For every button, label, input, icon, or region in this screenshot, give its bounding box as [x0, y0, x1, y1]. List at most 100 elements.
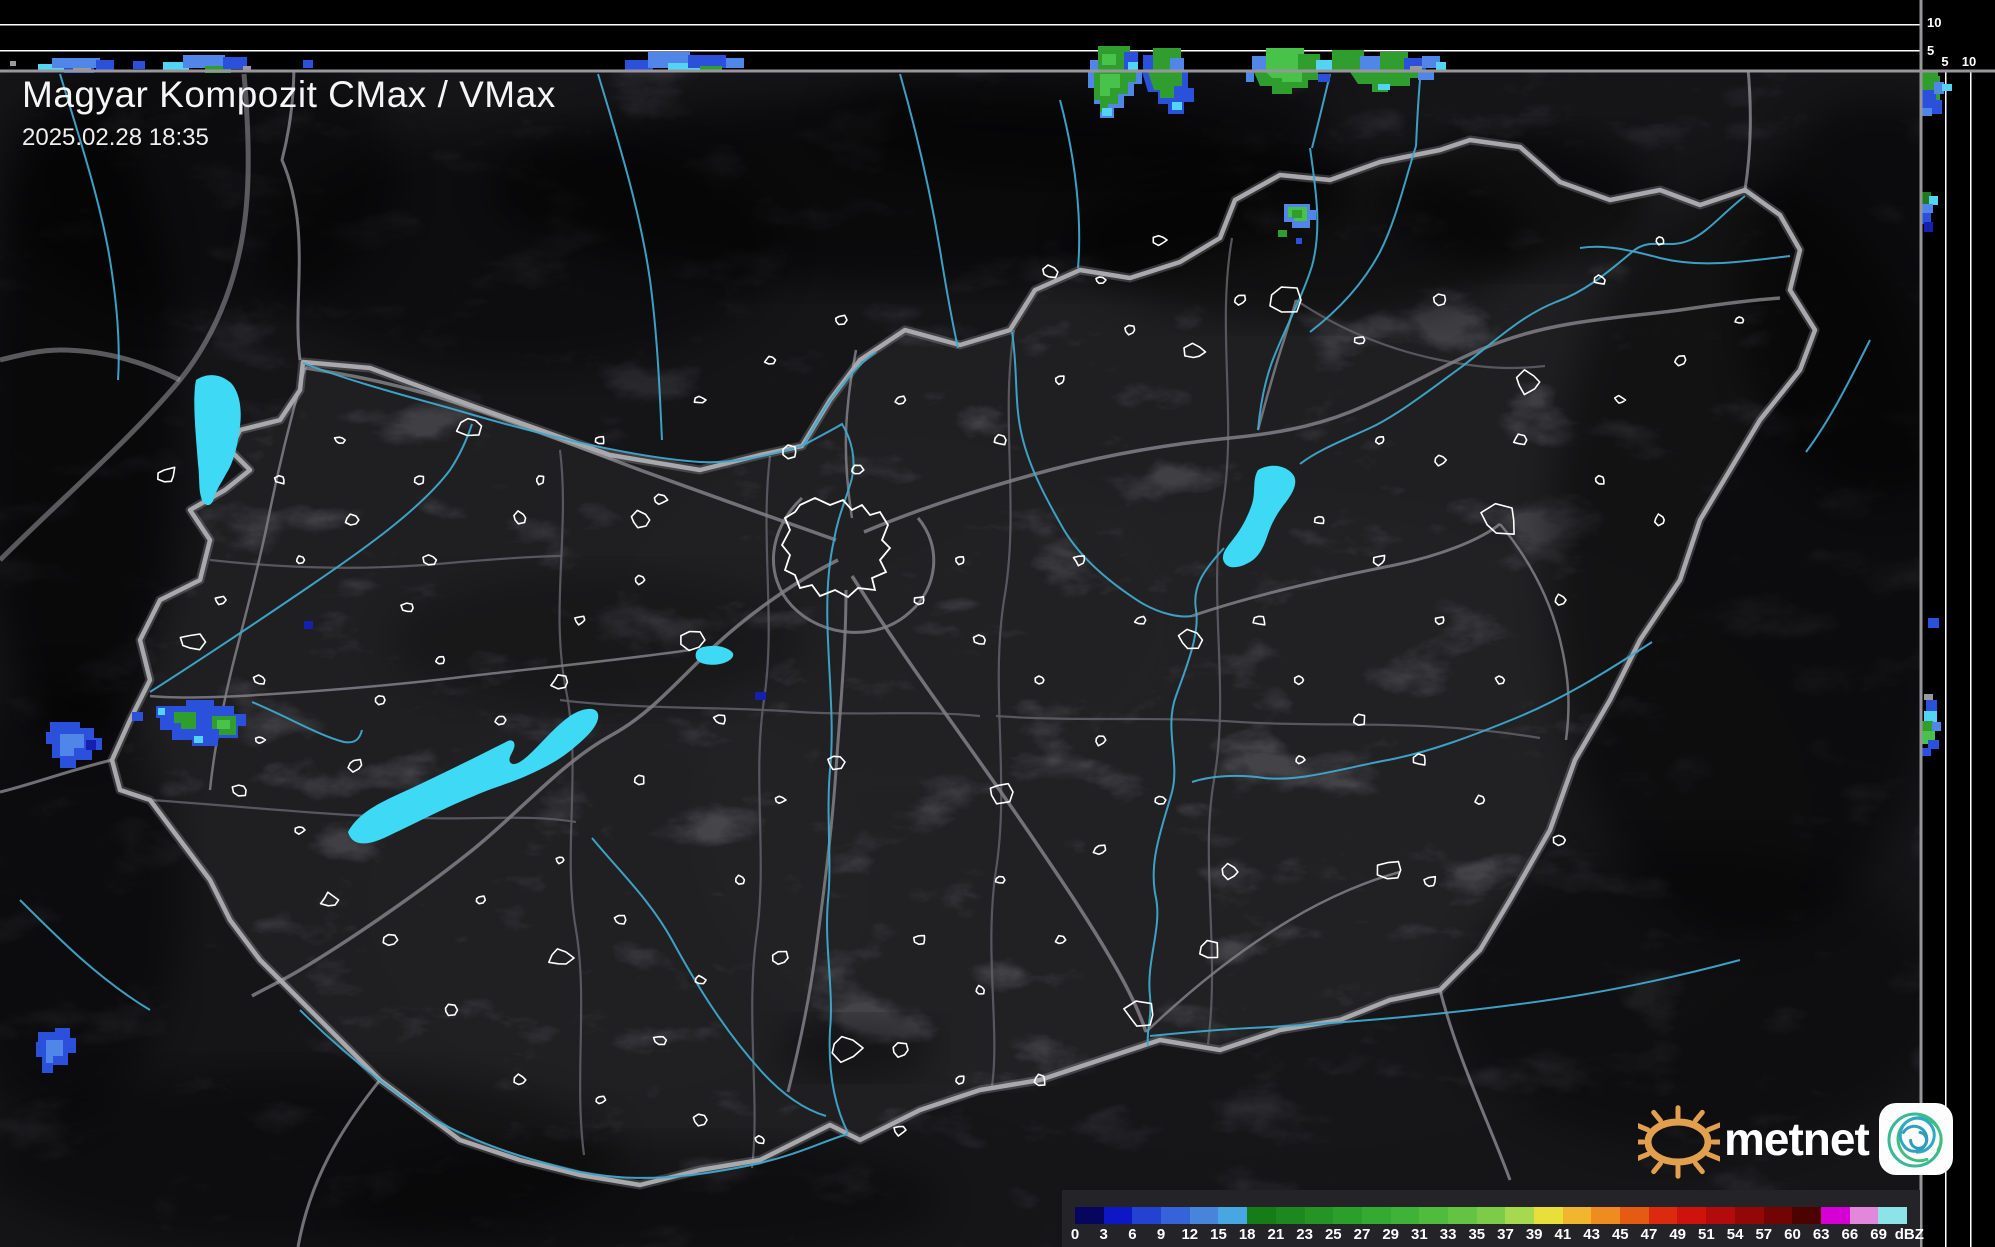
legend-tick: 66	[1841, 1226, 1859, 1243]
axis-label: 10	[1927, 15, 1941, 30]
city-outline	[955, 556, 965, 566]
city-outline	[382, 933, 399, 947]
radar-echo	[194, 736, 203, 743]
city-outline	[1653, 513, 1665, 527]
page-title: Magyar Kompozit CMax / VMax	[22, 74, 556, 115]
header: Magyar Kompozit CMax / VMax 2025.02.28 1…	[22, 74, 556, 152]
city-outline	[894, 395, 907, 405]
legend-tick: 57	[1755, 1226, 1773, 1243]
legend-swatch	[1132, 1207, 1162, 1224]
city-outline	[892, 1042, 909, 1058]
city-outline	[595, 1095, 607, 1105]
radar-echo	[46, 1040, 63, 1063]
city-outline	[680, 630, 706, 652]
city-outline	[1152, 234, 1168, 247]
radar-echo	[174, 712, 196, 729]
city-outline	[1434, 616, 1445, 626]
legend-tick: 33	[1439, 1226, 1457, 1243]
sun-icon	[1638, 1105, 1720, 1179]
legend-tick: 9	[1156, 1226, 1166, 1243]
city-outline	[993, 433, 1007, 446]
city-outline	[475, 895, 487, 905]
legend-swatch	[1247, 1207, 1276, 1224]
city-outline	[1434, 454, 1448, 467]
radar-echo	[1266, 72, 1302, 82]
city-outline	[1412, 753, 1426, 766]
legend-tick: 45	[1611, 1226, 1629, 1243]
city-outline	[294, 826, 306, 835]
city-outline	[319, 891, 340, 907]
city-outline	[1092, 844, 1107, 856]
city-outline	[1432, 293, 1447, 307]
radar-echo	[1292, 210, 1302, 218]
city-outline	[1593, 274, 1606, 285]
legend-tick: 54	[1726, 1226, 1744, 1243]
radar-echo	[1246, 72, 1254, 82]
city-outline	[555, 856, 565, 865]
city-outline	[254, 736, 267, 745]
axis-labels: 10 55 10	[1927, 15, 1976, 69]
legend-tick: 69	[1870, 1226, 1887, 1243]
city-outline	[1293, 675, 1305, 686]
legend-swatch	[1476, 1207, 1506, 1224]
legend-swatch	[1304, 1207, 1334, 1224]
city-outline	[851, 464, 865, 475]
legend-swatch	[1333, 1207, 1362, 1224]
radar-echoes-layer	[36, 72, 1434, 1073]
metnet-app-icon	[1878, 1103, 1953, 1175]
radar-echo	[1418, 72, 1434, 80]
radar-echo	[1148, 72, 1182, 98]
radar-echo	[1102, 108, 1112, 116]
city-outline	[693, 395, 707, 404]
legend-swatch	[1734, 1207, 1764, 1224]
city-outline	[1221, 862, 1239, 881]
city-outline	[1154, 795, 1167, 805]
city-outline	[179, 633, 207, 651]
city-outline	[550, 674, 569, 690]
city-outline	[754, 1134, 765, 1145]
legend-swatch	[1075, 1207, 1104, 1224]
city-outline	[214, 595, 227, 606]
radar-echo	[1100, 74, 1120, 96]
city-outline	[1674, 355, 1687, 367]
radar-echo	[158, 708, 165, 715]
city-outline	[574, 615, 586, 626]
city-outline	[692, 1113, 708, 1127]
axis-label: 5	[1927, 43, 1934, 58]
legend-colorbar	[1075, 1207, 1907, 1224]
legend-swatch	[1648, 1207, 1678, 1224]
legend-swatch	[1390, 1207, 1420, 1224]
city-outline	[1494, 675, 1506, 685]
city-outline	[913, 596, 925, 606]
city-outline	[1374, 436, 1385, 445]
city-outline	[1655, 236, 1665, 246]
legend-swatch	[1706, 1207, 1735, 1224]
radar-echo	[1172, 102, 1182, 110]
city-outline	[513, 510, 527, 525]
radar-echo	[132, 712, 143, 721]
city-outline	[913, 934, 926, 946]
city-outline	[435, 655, 446, 665]
city-outline	[295, 555, 306, 565]
legend-tick: 49	[1669, 1226, 1687, 1243]
metnet-wordmark: metnet	[1724, 1113, 1870, 1165]
city-outline	[975, 984, 985, 995]
city-outline	[989, 782, 1014, 805]
legend-swatch	[1189, 1207, 1219, 1224]
city-outline	[273, 474, 285, 485]
dbz-legend: 0 3 6 9 12 15 18 21 23 25 27 29 31 33 35 37 39 41 43 45 47 49…	[1062, 1190, 1924, 1247]
axis-label: 5	[1941, 54, 1948, 69]
city-outline	[771, 950, 789, 966]
city-outline	[1474, 794, 1486, 805]
metnet-logo: metnet	[1638, 1098, 1953, 1180]
legend-tick: 41	[1554, 1226, 1572, 1243]
city-outline	[1033, 1073, 1046, 1087]
lakes-layer	[194, 375, 1296, 844]
city-outline	[634, 574, 646, 586]
city-outline	[613, 914, 627, 925]
legend-swatch	[1275, 1207, 1305, 1224]
city-outline	[1042, 264, 1059, 279]
axis-label: 10	[1962, 54, 1976, 69]
